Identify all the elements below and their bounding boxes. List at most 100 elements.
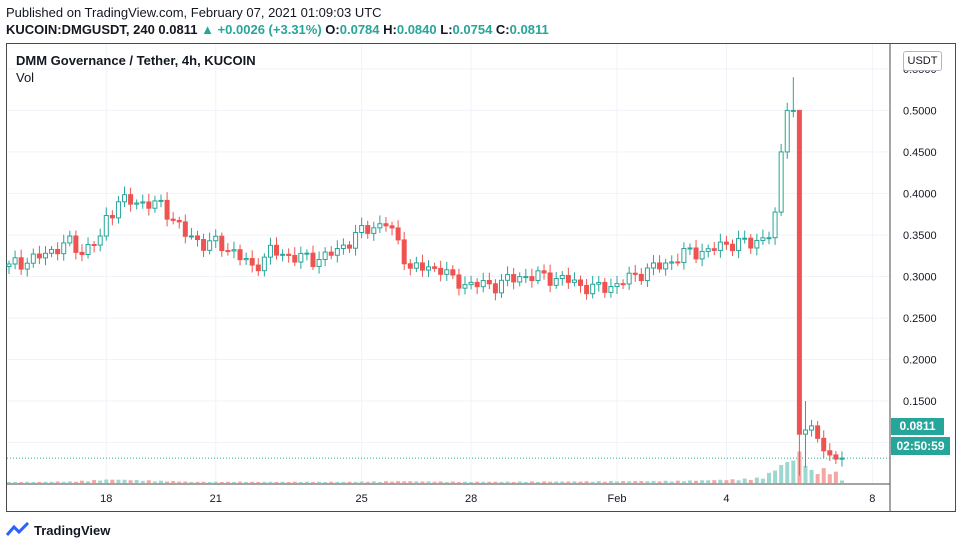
candle-body bbox=[559, 274, 565, 280]
candle-body bbox=[158, 199, 164, 202]
chart-legend-title: DMM Governance / Tether, 4h, KUCOIN bbox=[16, 53, 256, 68]
change-value: +0.0026 (+3.31%) bbox=[217, 22, 322, 37]
volume-bar bbox=[675, 480, 680, 483]
candle-body bbox=[12, 257, 18, 265]
candle-body bbox=[334, 248, 340, 256]
volume-bar bbox=[444, 482, 449, 483]
volume-legend: Vol bbox=[16, 70, 35, 85]
candle-body bbox=[796, 109, 802, 435]
candle-body bbox=[821, 437, 827, 452]
candle-body bbox=[498, 279, 504, 294]
volume-bar bbox=[590, 481, 595, 483]
candle-body bbox=[413, 262, 419, 269]
volume-bar bbox=[463, 481, 467, 483]
volume-bar bbox=[268, 481, 273, 483]
candle-body bbox=[742, 237, 748, 240]
volume-bar bbox=[456, 482, 461, 483]
x-tick-label: Feb bbox=[608, 493, 627, 505]
candle-body bbox=[85, 244, 91, 256]
candle-body bbox=[644, 267, 650, 282]
open-label: O: bbox=[325, 22, 340, 37]
candle-body bbox=[140, 201, 146, 204]
y-tick-label: 0.3500 bbox=[903, 230, 937, 242]
volume-bar bbox=[712, 480, 717, 483]
tradingview-icon bbox=[6, 522, 30, 536]
volume-bar bbox=[767, 472, 771, 483]
candle-body bbox=[255, 264, 261, 272]
currency-button[interactable]: USDT bbox=[903, 51, 942, 71]
volume-bar bbox=[43, 481, 48, 483]
volume-bar bbox=[548, 481, 553, 483]
volume-bar bbox=[596, 481, 601, 483]
candle-body bbox=[754, 239, 760, 249]
volume-bar bbox=[304, 481, 309, 483]
candle-body bbox=[91, 244, 97, 247]
close-label: C: bbox=[495, 22, 510, 37]
candle-body bbox=[541, 270, 547, 274]
candle-body bbox=[42, 252, 48, 259]
volume-bar bbox=[19, 482, 24, 483]
candle-body bbox=[243, 258, 249, 261]
price-chart[interactable]: 0.10000.15000.20000.25000.30000.35000.40… bbox=[0, 0, 962, 512]
candle-body bbox=[432, 266, 438, 269]
volume-bar bbox=[493, 481, 498, 483]
y-tick-label: 0.2000 bbox=[903, 354, 937, 366]
volume-bar bbox=[663, 480, 668, 483]
volume-bar bbox=[390, 481, 395, 483]
candle-body bbox=[67, 235, 73, 244]
volume-bar bbox=[225, 481, 230, 483]
candle-body bbox=[383, 223, 389, 227]
volume-bar bbox=[298, 482, 303, 483]
candle-body bbox=[468, 281, 474, 286]
volume-bar bbox=[201, 481, 206, 483]
volume-bar bbox=[13, 481, 18, 483]
volume-bar bbox=[572, 481, 577, 483]
x-tick-label: 21 bbox=[210, 493, 222, 505]
candle-body bbox=[322, 251, 328, 261]
candle-body bbox=[55, 248, 61, 255]
volume-bar bbox=[152, 481, 157, 483]
x-tick-label: 25 bbox=[356, 493, 368, 505]
candle-body bbox=[353, 231, 359, 249]
candle-body bbox=[578, 279, 584, 286]
candle-body bbox=[419, 262, 425, 271]
volume-bar bbox=[323, 481, 328, 483]
candle-body bbox=[681, 248, 687, 264]
candle-body bbox=[237, 249, 243, 261]
volume-bar bbox=[140, 480, 145, 483]
volume-bar bbox=[49, 481, 54, 483]
candle-body bbox=[802, 429, 808, 435]
x-tick-label: 28 bbox=[465, 493, 477, 505]
volume-bar bbox=[104, 479, 109, 483]
last-price-tag: 0.0811 bbox=[891, 418, 944, 435]
volume-bar bbox=[469, 481, 474, 483]
chart-frame[interactable] bbox=[6, 43, 956, 512]
candle-body bbox=[790, 109, 796, 112]
candle-body bbox=[73, 235, 79, 253]
candle-body bbox=[103, 214, 109, 237]
volume-bar bbox=[67, 481, 72, 483]
volume-bar bbox=[785, 462, 790, 483]
high-value: 0.0840 bbox=[396, 22, 437, 37]
volume-bar bbox=[779, 465, 784, 483]
candle-body bbox=[395, 227, 401, 241]
volume-bar bbox=[98, 480, 103, 483]
candle-body bbox=[389, 225, 395, 229]
candle-body bbox=[280, 253, 286, 256]
candle-body bbox=[79, 251, 85, 256]
x-tick-label: 4 bbox=[723, 493, 729, 505]
candle-body bbox=[608, 285, 614, 293]
candle-body bbox=[480, 280, 486, 288]
volume-bar bbox=[311, 482, 315, 483]
candle-body bbox=[809, 425, 815, 431]
volume-bar bbox=[529, 481, 534, 483]
candle-body bbox=[346, 244, 352, 249]
tradingview-logo[interactable]: TradingView bbox=[6, 520, 110, 540]
volume-bar bbox=[815, 474, 820, 483]
volume-bar bbox=[37, 481, 42, 483]
volume-bar bbox=[61, 481, 66, 483]
volume-bar bbox=[92, 480, 97, 483]
candle-body bbox=[711, 248, 717, 251]
volume-bar bbox=[584, 481, 589, 483]
y-tick-label: 0.1500 bbox=[903, 396, 937, 408]
